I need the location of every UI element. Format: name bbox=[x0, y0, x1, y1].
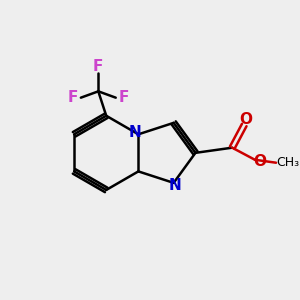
Text: F: F bbox=[93, 59, 104, 74]
Text: O: O bbox=[239, 112, 252, 128]
Text: F: F bbox=[68, 90, 78, 105]
Text: O: O bbox=[254, 154, 266, 169]
Text: N: N bbox=[129, 125, 141, 140]
Text: N: N bbox=[169, 178, 182, 193]
Text: CH₃: CH₃ bbox=[277, 156, 300, 169]
Text: F: F bbox=[118, 90, 129, 105]
